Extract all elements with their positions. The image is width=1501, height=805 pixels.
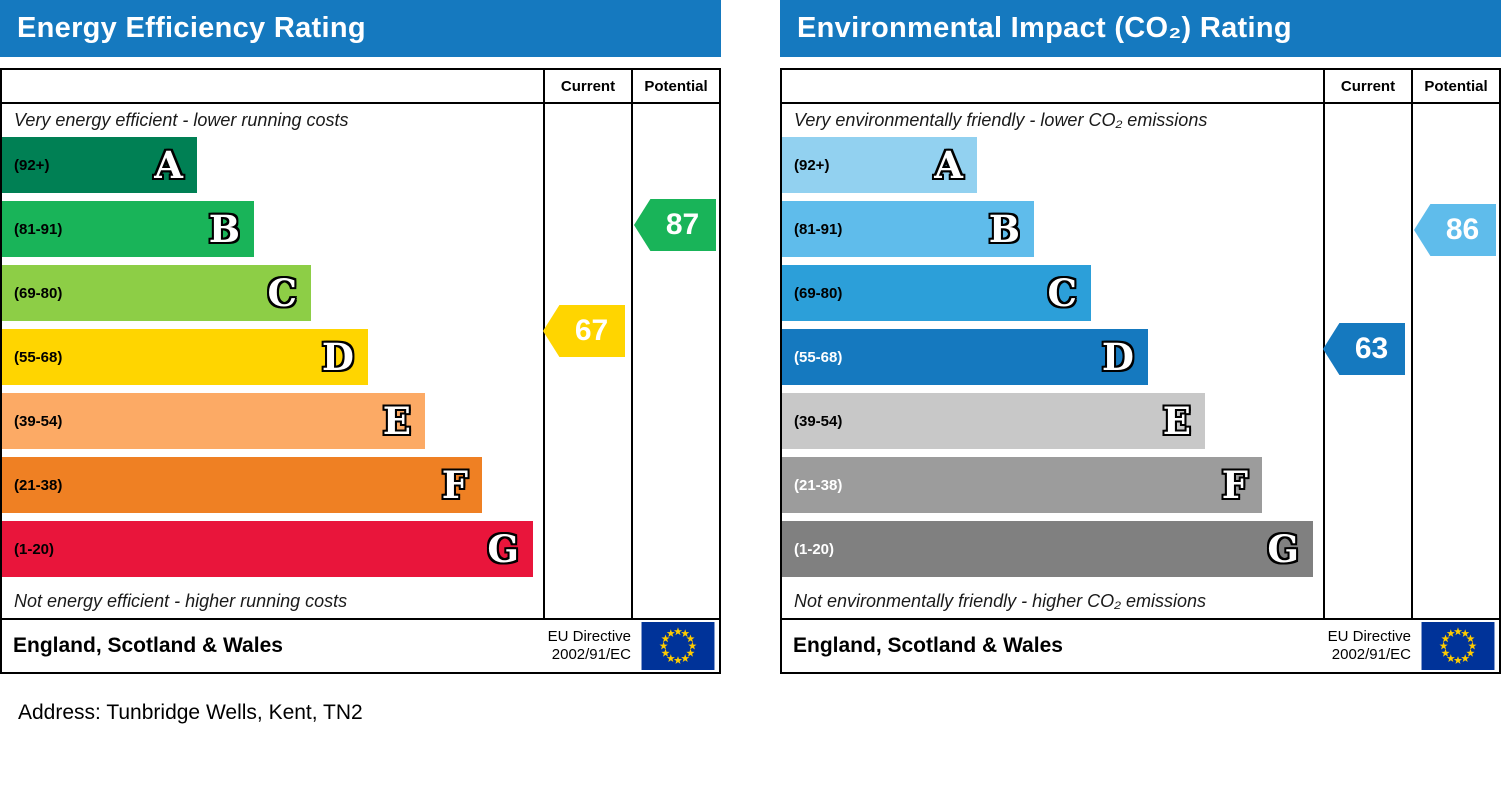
- band-letter: D: [321, 334, 354, 379]
- band-letter: E: [382, 398, 411, 443]
- band-d: (55-68) D: [2, 329, 368, 385]
- eu-directive-label: EU Directive 2002/91/EC: [1328, 628, 1420, 664]
- column-header-spacer: [2, 70, 543, 102]
- band-c: (69-80) C: [782, 265, 1091, 321]
- band-letter: G: [487, 526, 519, 571]
- band-g: (1-20) G: [2, 521, 533, 577]
- chart-title-bar: Energy Efficiency Rating: [0, 0, 721, 57]
- eu-directive-line2: 2002/91/EC: [551, 646, 631, 663]
- eu-flag-icon: [641, 622, 715, 670]
- chart-title: Energy Efficiency Rating: [17, 12, 366, 44]
- band-letter: F: [1221, 462, 1248, 507]
- column-header-row: Current Potential: [782, 70, 1499, 104]
- potential-rating-arrow: 86: [1414, 204, 1496, 256]
- rating-body: Very environmentally friendly - lower CO…: [782, 104, 1499, 618]
- band-range: (1-20): [14, 540, 55, 558]
- eu-directive-line1: EU Directive: [1327, 628, 1411, 645]
- band-a: (92+) A: [782, 137, 977, 193]
- band-letter: E: [1162, 398, 1191, 443]
- energy-efficiency-rating-chart: Energy Efficiency Rating Current Potenti…: [0, 0, 721, 674]
- chart-title: Environmental Impact (CO₂) Rating: [797, 12, 1292, 44]
- band-range: (1-20): [794, 540, 835, 558]
- address-line: Address: Tunbridge Wells, Kent, TN2: [18, 701, 363, 724]
- bottom-note: Not environmentally friendly - higher CO…: [794, 591, 1207, 611]
- band-e: (39-54) E: [782, 393, 1205, 449]
- region-label: England, Scotland & Wales: [13, 634, 283, 657]
- eu-directive-label: EU Directive 2002/91/EC: [548, 628, 640, 664]
- band-f: (21-38) F: [2, 457, 482, 513]
- band-letter: D: [1101, 334, 1134, 379]
- potential-column-header: Potential: [1411, 70, 1499, 102]
- band-range: (55-68): [14, 348, 63, 366]
- band-e: (39-54) E: [2, 393, 425, 449]
- band-d: (55-68) D: [782, 329, 1148, 385]
- band-a: (92+) A: [2, 137, 197, 193]
- band-range: (21-38): [794, 476, 843, 494]
- band-g: (1-20) G: [782, 521, 1313, 577]
- eu-flag-icon: [1421, 622, 1495, 670]
- band-letter: G: [1267, 526, 1299, 571]
- chart-title-bar: Environmental Impact (CO₂) Rating: [780, 0, 1501, 57]
- rating-table: Current Potential Very energy efficient …: [0, 68, 721, 674]
- band-letter: B: [988, 206, 1020, 251]
- band-range: (55-68): [794, 348, 843, 366]
- band-range: (81-91): [794, 220, 843, 238]
- band-letter: B: [208, 206, 240, 251]
- band-range: (92+): [794, 156, 830, 174]
- potential-rating-value: 86: [1445, 213, 1480, 246]
- rating-table: Current Potential Very environmentally f…: [780, 68, 1501, 674]
- potential-column: [1411, 104, 1499, 618]
- band-f: (21-38) F: [782, 457, 1262, 513]
- current-rating-value: 67: [574, 314, 609, 347]
- region-label: England, Scotland & Wales: [793, 634, 1063, 657]
- band-b: (81-91) B: [782, 201, 1034, 257]
- band-range: (39-54): [14, 412, 63, 430]
- potential-rating-arrow: 87: [634, 199, 716, 251]
- current-column: [543, 104, 631, 618]
- table-footer: England, Scotland & Wales EU Directive 2…: [782, 618, 1499, 672]
- band-range: (92+): [14, 156, 50, 174]
- band-c: (69-80) C: [2, 265, 311, 321]
- current-column-header: Current: [1323, 70, 1411, 102]
- current-rating-arrow: 67: [543, 305, 625, 357]
- band-b: (81-91) B: [2, 201, 254, 257]
- band-letter: A: [154, 142, 183, 187]
- potential-rating-value: 87: [665, 208, 700, 241]
- band-letter: A: [934, 142, 963, 187]
- eu-directive-line2: 2002/91/EC: [1331, 646, 1411, 663]
- current-column: [1323, 104, 1411, 618]
- bands-column: Very environmentally friendly - lower CO…: [782, 104, 1323, 618]
- eu-directive-line1: EU Directive: [547, 628, 631, 645]
- band-range: (81-91): [14, 220, 63, 238]
- band-range: (39-54): [794, 412, 843, 430]
- current-rating-value: 63: [1354, 332, 1389, 365]
- bands-column: Very energy efficient - lower running co…: [2, 104, 543, 618]
- band-letter: F: [441, 462, 468, 507]
- table-footer: England, Scotland & Wales EU Directive 2…: [2, 618, 719, 672]
- band-letter: C: [267, 270, 297, 315]
- band-letter: C: [1047, 270, 1077, 315]
- environmental-impact-rating-chart: Environmental Impact (CO₂) Rating Curren…: [780, 0, 1501, 674]
- current-rating-arrow: 63: [1323, 323, 1405, 375]
- column-header-spacer: [782, 70, 1323, 102]
- bottom-note: Not energy efficient - higher running co…: [14, 591, 348, 611]
- potential-column-header: Potential: [631, 70, 719, 102]
- band-range: (69-80): [14, 284, 63, 302]
- top-note: Very energy efficient - lower running co…: [14, 110, 349, 130]
- column-header-row: Current Potential: [2, 70, 719, 104]
- current-column-header: Current: [543, 70, 631, 102]
- rating-body: Very energy efficient - lower running co…: [2, 104, 719, 618]
- band-range: (69-80): [794, 284, 843, 302]
- band-range: (21-38): [14, 476, 63, 494]
- top-note: Very environmentally friendly - lower CO…: [794, 110, 1208, 130]
- potential-column: [631, 104, 719, 618]
